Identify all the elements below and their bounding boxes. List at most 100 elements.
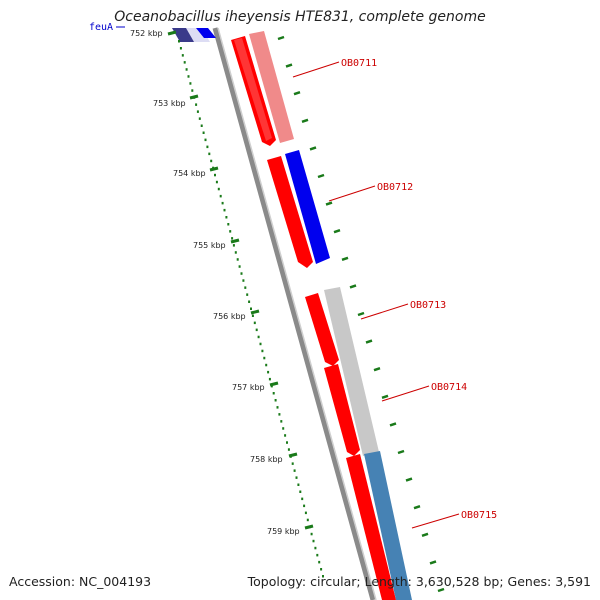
ruler-dot bbox=[278, 413, 281, 416]
ruler-dot bbox=[316, 553, 319, 557]
ruler-dot bbox=[198, 117, 201, 120]
track-tick bbox=[325, 201, 333, 206]
backbone-line bbox=[212, 27, 376, 600]
ruler-dot bbox=[304, 511, 307, 515]
ruler-dot bbox=[221, 201, 224, 205]
ruler-dot bbox=[286, 441, 288, 444]
ruler-dot bbox=[217, 187, 220, 191]
blue-partial-track bbox=[196, 28, 216, 38]
track-tick bbox=[301, 118, 309, 123]
ruler-dot bbox=[187, 75, 190, 78]
gene-ob0715-steel[interactable] bbox=[364, 451, 412, 600]
track-tick bbox=[309, 146, 317, 151]
tick-label: 755 kbp bbox=[193, 241, 226, 250]
ruler-dot bbox=[238, 265, 241, 268]
ruler-dot bbox=[263, 356, 266, 360]
ruler-dot bbox=[204, 138, 207, 142]
ruler-dot bbox=[295, 476, 298, 479]
gene-ob0715-forward[interactable] bbox=[346, 454, 396, 600]
ruler-dot bbox=[240, 272, 243, 275]
gene-ob0713-forward[interactable] bbox=[305, 293, 339, 366]
tick-marks bbox=[167, 30, 314, 530]
track-tick bbox=[317, 173, 325, 179]
track-tick bbox=[389, 422, 397, 427]
track-tick bbox=[429, 560, 437, 565]
track-tick bbox=[293, 91, 301, 96]
gene-label: OB0713 bbox=[410, 300, 446, 311]
ruler-dot bbox=[299, 490, 302, 493]
tick-label: 759 kbp bbox=[267, 527, 300, 536]
ruler-dot bbox=[232, 244, 235, 247]
gene-ob0712-reverse[interactable] bbox=[285, 150, 330, 264]
ruler-dot bbox=[265, 363, 268, 367]
genome-summary-text: Topology: circular; Length: 3,630,528 bp… bbox=[247, 574, 591, 589]
ruler-dot bbox=[259, 342, 262, 346]
tick-label: 754 kbp bbox=[173, 169, 206, 178]
ruler-dot bbox=[191, 89, 194, 92]
ruler-dot bbox=[231, 237, 234, 240]
ruler-dot bbox=[267, 370, 270, 374]
ruler-dot bbox=[185, 68, 188, 71]
track-tick bbox=[333, 229, 341, 234]
ruler-dot bbox=[181, 54, 184, 57]
edge-label-feua: feuA bbox=[89, 22, 113, 33]
ruler-dot bbox=[261, 349, 264, 353]
ruler-dot bbox=[200, 124, 203, 127]
track-tick bbox=[365, 339, 373, 344]
gene-ob0711-light[interactable] bbox=[249, 31, 294, 143]
ruler-dot bbox=[276, 406, 279, 409]
ruler-dot bbox=[272, 392, 275, 395]
tick-label: 753 kbp bbox=[153, 99, 186, 108]
ruler-dot bbox=[229, 230, 232, 233]
ruler-dot bbox=[270, 384, 273, 388]
track-tick bbox=[421, 532, 429, 537]
ruler-dot bbox=[195, 103, 198, 106]
gene-labels: OB0711 OB0712 OB0713 OB0714 OB0715 bbox=[292, 58, 497, 529]
gene-label: OB0711 bbox=[341, 58, 377, 69]
ruler-dot bbox=[234, 251, 237, 254]
gene-ob0711-forward[interactable] bbox=[231, 36, 276, 146]
ruler-dot bbox=[183, 61, 186, 64]
tick-label: 757 kbp bbox=[232, 383, 265, 392]
track-tick bbox=[357, 311, 365, 317]
tick-label: 752 kbp bbox=[130, 29, 163, 38]
track-tick bbox=[397, 449, 405, 455]
track-tick bbox=[405, 477, 413, 482]
gene-ob0713-gray[interactable] bbox=[324, 287, 379, 456]
track-tick bbox=[277, 35, 285, 41]
backbone-shadow bbox=[217, 27, 377, 600]
track-tick bbox=[341, 256, 349, 261]
ruler-dot bbox=[215, 180, 218, 184]
ruler-dot bbox=[179, 47, 182, 50]
ruler-dot bbox=[301, 497, 304, 501]
ruler-dot bbox=[274, 399, 277, 402]
ruler-dot bbox=[322, 575, 324, 578]
track-tick bbox=[381, 394, 389, 399]
ruler-dot bbox=[312, 539, 315, 543]
ruler-dot bbox=[293, 469, 296, 472]
ruler-dot bbox=[242, 279, 245, 282]
ruler-dot bbox=[306, 518, 309, 522]
ruler-dot bbox=[251, 314, 254, 317]
ruler-dot bbox=[287, 448, 290, 451]
ruler-dot bbox=[268, 377, 271, 381]
ruler-dot bbox=[202, 131, 205, 134]
track-tick bbox=[373, 367, 381, 372]
gene-label: OB0715 bbox=[461, 510, 497, 521]
ruler-dot bbox=[257, 335, 260, 339]
tick-labels: 752 kbp 753 kbp 754 kbp 755 kbp 756 kbp … bbox=[130, 29, 300, 536]
gene-ob0714-forward[interactable] bbox=[324, 364, 360, 456]
ruler-dot bbox=[255, 328, 258, 332]
ruler-dot bbox=[320, 568, 323, 571]
ruler-dot bbox=[214, 173, 216, 177]
ruler-dot bbox=[223, 208, 226, 212]
ruler-dot bbox=[246, 293, 249, 296]
gene-ob0712-forward[interactable] bbox=[267, 156, 313, 268]
ruler-dot bbox=[250, 307, 252, 310]
ruler-dot bbox=[244, 286, 247, 289]
ruler-dot bbox=[248, 300, 251, 303]
ruler-dot bbox=[284, 434, 287, 437]
track-tick bbox=[349, 284, 357, 289]
ruler-dot bbox=[225, 216, 228, 219]
ruler-dot bbox=[208, 152, 211, 156]
